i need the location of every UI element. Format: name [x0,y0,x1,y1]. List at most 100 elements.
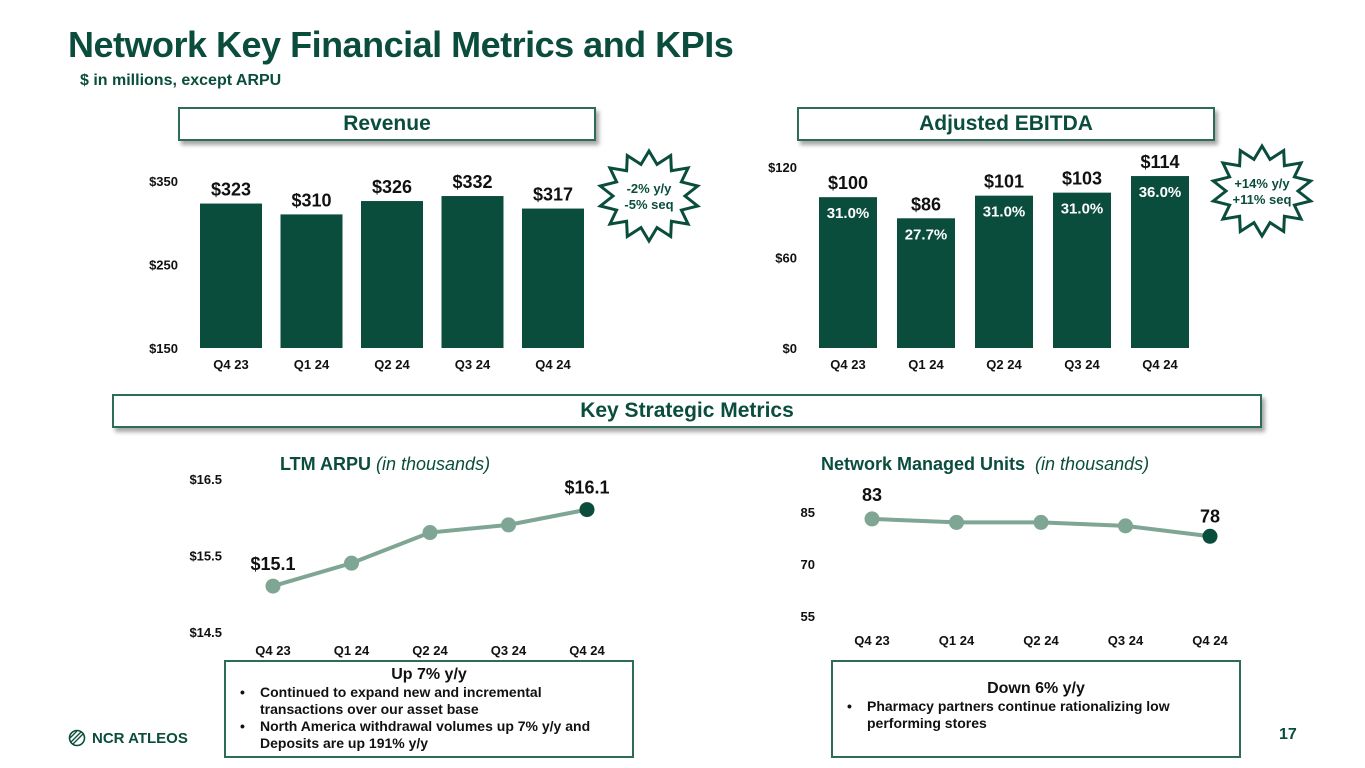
y-tick-label: $150 [149,341,178,356]
bar [1053,192,1111,348]
x-tick-label: Q4 23 [854,633,889,648]
bar [361,201,423,348]
revenue-callout-text: -5% seq [624,197,673,212]
point-value-label: $15.1 [250,554,295,574]
y-tick-label: $14.5 [189,625,222,640]
x-tick-label: Q4 24 [1192,633,1228,648]
x-tick-label: Q4 24 [535,357,571,372]
y-tick-label: 70 [801,557,815,572]
arpu-chart: $14.5 $15.5 $16.5 $15.1 Q4 23 Q1 24 Q2 24 Q3 24… [189,472,609,658]
bar [975,195,1033,348]
globe-icon [68,729,86,747]
data-point [344,555,359,571]
arpu-title-suffix: (in thousands) [376,454,491,474]
x-tick-label: Q2 24 [986,357,1022,372]
x-tick-label: Q2 24 [374,357,410,372]
bar-value-label: $323 [211,180,251,200]
bar [441,196,504,348]
arpu-notes-box: Up 7% y/y Continued to expand new and in… [224,660,634,758]
bar [280,214,343,348]
bar-value-label: $100 [828,173,868,193]
key-strategic-metrics-header: Key Strategic Metrics [112,394,1262,428]
bar-value-label: $310 [291,190,331,210]
x-tick-label: Q1 24 [939,633,975,648]
data-point [1118,518,1133,534]
point-value-label: 78 [1200,506,1220,526]
y-tick-label: $0 [783,341,797,356]
data-point [864,511,880,527]
data-point [265,578,281,594]
page-number: 17 [1279,726,1297,743]
revenue-chart: $150 $250 $350 $323 Q4 23 $310 Q1 24 $326 Q2 24 $… [149,148,702,372]
x-tick-label: Q2 24 [1023,633,1059,648]
page-subtitle: $ in millions, except ARPU [80,72,282,89]
nmu-chart: 55 70 85 83 Q4 23 Q1 24 Q2 24 Q3 24 78 Q4 24 [801,485,1229,648]
y-tick-label: $60 [775,251,797,266]
data-point [422,525,438,541]
nmu-title-text: Network Managed Units [821,454,1026,474]
bar-value-label: $326 [372,177,412,197]
bar-margin-label: 31.0% [983,204,1026,221]
y-tick-label: $250 [149,258,178,273]
nmu-note-bullet: Pharmacy partners continue rationalizing… [843,698,1229,732]
bar-margin-label: 31.0% [1061,201,1104,218]
nmu-notes-box: Down 6% y/y Pharmacy partners continue r… [831,660,1241,758]
y-tick-label: $15.5 [189,549,222,564]
x-tick-label: Q3 24 [1064,357,1100,372]
bar [819,197,877,348]
point-value-label: 83 [862,485,882,505]
revenue-header: Revenue [178,107,596,141]
arpu-notes-headline: Up 7% y/y [391,666,467,683]
logo-text: NCR ATLEOS [92,729,188,747]
bar-margin-label: 31.0% [827,205,870,222]
arpu-chart-title: LTM ARPU (in thousands) [280,454,490,475]
bar-margin-label: 36.0% [1139,184,1182,201]
data-point [501,517,516,533]
x-tick-label: Q1 24 [908,357,944,372]
bar-value-label: $86 [911,194,941,214]
bar-value-label: $114 [1140,152,1179,172]
y-tick-label: 85 [801,505,815,520]
x-tick-label: Q3 24 [455,357,491,372]
data-point [579,502,595,518]
data-point [949,514,964,530]
revenue-starburst [596,148,702,244]
nmu-title-suffix: (in thousands) [1035,454,1150,474]
nmu-notes-headline: Down 6% y/y [987,680,1085,697]
arpu-note-bullet: North America withdrawal volumes up 7% y… [236,718,622,752]
bar-margin-label: 27.7% [905,226,948,243]
x-tick-label: Q2 24 [412,643,448,658]
bar [1131,176,1189,348]
data-point [1033,514,1049,530]
x-tick-label: Q4 24 [1142,357,1178,372]
y-tick-label: $16.5 [189,472,222,487]
revenue-callout-text: -2% y/y [627,181,673,196]
data-point [1202,528,1218,544]
bar-value-label: $103 [1062,169,1102,189]
x-tick-label: Q4 23 [213,357,248,372]
bar-value-label: $317 [533,185,573,205]
series-line [272,507,588,589]
x-tick-label: Q4 23 [255,643,290,658]
ebitda-header: Adjusted EBITDA [797,107,1215,141]
bar-value-label: $101 [984,172,1024,192]
y-tick-label: $120 [768,160,797,175]
ncr-atleos-logo: NCR ATLEOS [68,729,188,747]
ebitda-callout-text: +14% y/y [1234,176,1290,191]
x-tick-label: Q3 24 [491,643,527,658]
nmu-chart-title: Network Managed Units (in thousands) [821,454,1149,475]
bar [897,218,955,348]
ebitda-chart: $0 $60 $120 $100 31.0% Q4 23 $86 27.7% Q1 24 $101… [768,143,1315,372]
bar [522,208,584,348]
point-value-label: $16.1 [564,478,609,498]
bar-value-label: $332 [452,172,492,192]
arpu-title-text: LTM ARPU [280,454,371,474]
page-title: Network Key Financial Metrics and KPIs [68,24,734,65]
bar [200,203,262,348]
ebitda-callout-text: +11% seq [1233,192,1292,207]
x-tick-label: Q4 24 [569,643,605,658]
x-tick-label: Q1 24 [294,357,330,372]
arpu-note-bullet: Continued to expand new and incremental … [236,684,622,718]
x-tick-label: Q1 24 [334,643,370,658]
